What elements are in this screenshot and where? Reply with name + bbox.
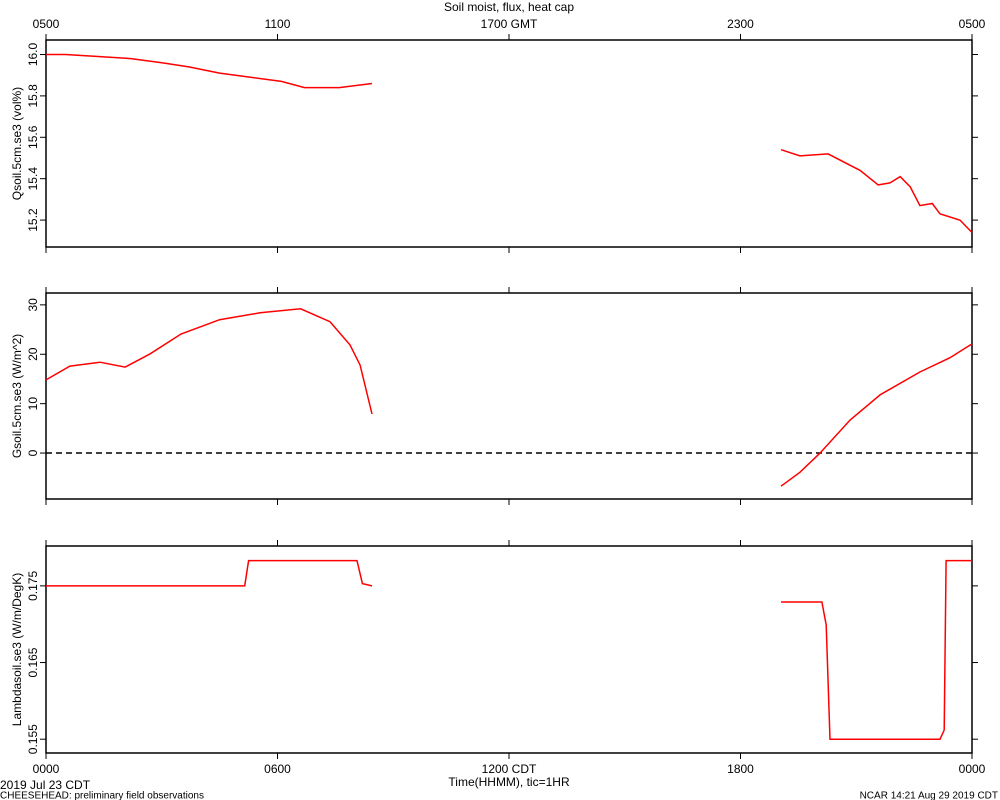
x-tick-label: 0000 <box>33 762 60 776</box>
project-label: CHEESEHEAD: preliminary field observatio… <box>0 791 204 800</box>
top-x-tick-label: 1700 GMT <box>481 17 538 31</box>
y-axis-label: Qsoil.5cm.se3 (vol%) <box>10 87 24 200</box>
y-tick-label: 0.155 <box>26 724 40 754</box>
y-tick-label: 0 <box>26 449 40 456</box>
data-line <box>45 308 973 487</box>
y-tick-label: 16.0 <box>26 42 40 66</box>
y-axis-label: Gsoil.5cm.se3 (W/m^2) <box>10 334 24 458</box>
top-x-tick-label: 0500 <box>959 17 986 31</box>
x-tick-label: 1200 CDT <box>482 762 537 776</box>
y-tick-label: 0.175 <box>26 571 40 601</box>
x-tick-label: 1800 <box>727 762 754 776</box>
y-tick-label: 15.8 <box>26 84 40 108</box>
date-label: 2019 Jul 23 CDT <box>0 778 91 792</box>
y-tick-label: 0.165 <box>26 647 40 677</box>
y-tick-label: 20 <box>26 347 40 361</box>
x-tick-label: 0600 <box>264 762 291 776</box>
x-tick-label: 0000 <box>959 762 986 776</box>
top-x-tick-label: 0500 <box>33 17 60 31</box>
chart-title: Soil moist, flux, heat cap <box>444 0 574 14</box>
plot-frame <box>45 292 973 500</box>
y-tick-label: 15.6 <box>26 125 40 149</box>
y-tick-label: 15.4 <box>26 167 40 191</box>
stamp-label: NCAR 14:21 Aug 29 2019 CDT <box>860 791 998 800</box>
plot-frame <box>45 39 973 248</box>
y-axis-label: Lambdasoil.se3 (W/m/DegK) <box>10 573 24 726</box>
top-x-tick-label: 1100 <box>265 17 291 31</box>
y-tick-label: 15.2 <box>26 208 40 232</box>
y-tick-label: 30 <box>26 298 40 312</box>
data-line <box>46 559 972 740</box>
data-line <box>46 53 973 234</box>
top-x-tick-label: 2300 <box>727 17 754 31</box>
y-tick-label: 10 <box>26 397 40 411</box>
x-axis-label: Time(HHMM), tic=1HR <box>448 775 570 789</box>
plot-frame <box>45 545 973 754</box>
